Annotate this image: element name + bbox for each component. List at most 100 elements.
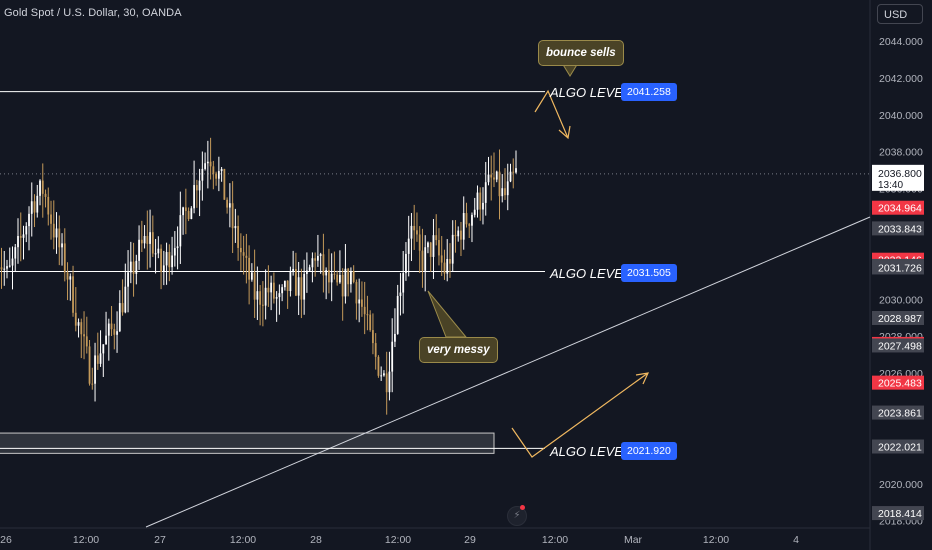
candle-body [204, 163, 207, 169]
candle-body [25, 226, 28, 235]
candle-body [228, 203, 231, 208]
x-tick-label: 28 [310, 534, 322, 546]
candle-body [132, 261, 135, 274]
candle-body [6, 266, 8, 269]
candle-body [460, 230, 462, 240]
candle-body [201, 168, 204, 181]
y-tick-label: 2042.000 [879, 73, 923, 85]
x-tick-label: 4 [793, 534, 799, 546]
candle-body [171, 255, 173, 268]
candle-body [0, 267, 3, 270]
candle-body [69, 276, 72, 280]
candle-body [253, 272, 256, 300]
candle-body [121, 303, 124, 313]
price-label-bg [872, 405, 924, 420]
price-label-bg [872, 221, 924, 236]
candle-body [300, 277, 303, 300]
x-tick-label: 27 [154, 534, 166, 546]
candle-body [275, 297, 278, 299]
candle-body [124, 286, 127, 313]
candle-body [391, 341, 394, 372]
candle-body [319, 254, 322, 256]
candle-body [278, 293, 281, 298]
price-label: 2022.021 [878, 442, 922, 454]
candle-body [484, 182, 487, 203]
candle-body [72, 276, 74, 313]
candle-body [195, 185, 198, 191]
candle-body [157, 248, 160, 254]
price-label-bg [872, 375, 924, 390]
candle-body [14, 247, 17, 259]
candle-body [217, 171, 220, 179]
algo-level-label-3: ALGO LEVEL [550, 444, 631, 459]
candle-body [187, 210, 190, 220]
candle-body [50, 214, 52, 224]
candle-body [432, 235, 435, 257]
candle-body [394, 333, 396, 342]
candle-body [473, 209, 476, 215]
candle-body [355, 281, 358, 304]
candle-body [468, 224, 471, 226]
candle-body [140, 239, 143, 244]
candle-body [30, 201, 33, 214]
candle-body [116, 331, 118, 335]
candle-body [509, 171, 512, 182]
candle-body [512, 171, 515, 173]
x-tick-label: Mar [624, 534, 643, 546]
candle-body [352, 271, 355, 282]
candle-body [66, 272, 69, 280]
candle-body [449, 258, 451, 264]
candle-body [83, 334, 85, 337]
x-tick-label: 12:00 [230, 534, 256, 546]
price-label-bg [872, 310, 924, 325]
candle-body [209, 161, 212, 167]
candle-body [129, 261, 132, 273]
callout-very-messy[interactable]: very messy [419, 337, 498, 363]
candle-body [47, 196, 50, 215]
candle-body [85, 336, 88, 347]
candle-body [435, 235, 438, 241]
candle-body [297, 277, 300, 296]
candle-body [305, 270, 308, 274]
candle-body [33, 201, 36, 213]
candle-body [39, 180, 41, 196]
candle-body [438, 240, 440, 256]
candle-body [281, 287, 284, 294]
candle-body [490, 174, 493, 178]
callout-bounce-sells[interactable]: bounce sells [538, 40, 624, 66]
candle-body [55, 228, 58, 238]
candle-body [482, 202, 484, 210]
candle-body [399, 292, 402, 296]
candle-body [407, 238, 410, 254]
candle-body [380, 375, 383, 377]
candle-body [385, 373, 388, 393]
candle-body [58, 228, 61, 248]
candle-body [176, 246, 179, 249]
candle-body [344, 268, 347, 297]
lightning-icon[interactable]: ⚡ [507, 506, 527, 526]
algo-level-badge-3: 2021.920 [621, 442, 677, 460]
candle-body [198, 180, 201, 191]
candle-body [173, 248, 176, 256]
candle-body [11, 258, 14, 266]
candle-body [127, 272, 129, 287]
candle-body [61, 243, 63, 248]
candle-body [44, 193, 47, 197]
price-label-bg [872, 439, 924, 454]
candle-body [369, 314, 372, 331]
candle-body [135, 260, 138, 274]
buy-arrow-head [635, 372, 650, 385]
candle-body [41, 180, 44, 194]
currency-selector[interactable]: USD [877, 4, 923, 24]
candle-body [457, 230, 460, 237]
algo-level-label-2: ALGO LEVEL [550, 266, 631, 281]
candle-body [303, 273, 306, 300]
candle-body [333, 273, 336, 275]
candle-body [451, 234, 454, 264]
candle-body [154, 253, 157, 255]
candle-body [289, 271, 292, 292]
candle-body [363, 306, 366, 315]
candle-body [74, 312, 77, 326]
